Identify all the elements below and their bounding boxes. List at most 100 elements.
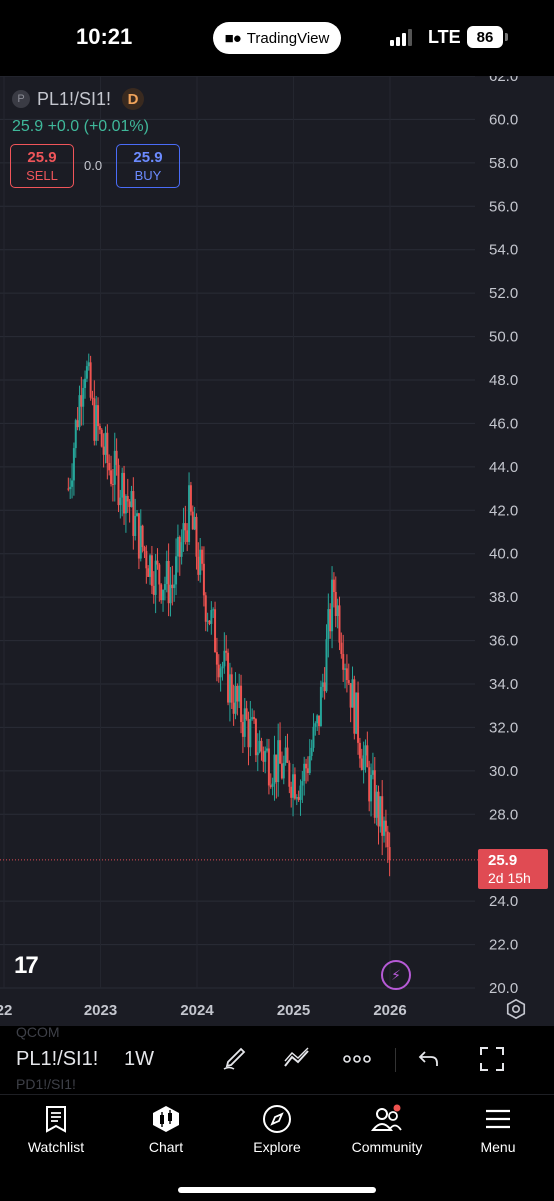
candle-body: [241, 722, 244, 737]
last-price: 25.9: [488, 852, 518, 869]
chart-toolbar: QCOM PL1!/SI1! 1W PD1!/SI1!: [0, 1024, 554, 1094]
menu-icon: [448, 1103, 548, 1135]
candle-body: [134, 515, 137, 536]
candle-body: [386, 831, 389, 848]
quote-line: 25.9 +0.0 (+0.01%): [12, 118, 149, 135]
tradingview-pill-label: TradingView: [246, 29, 330, 47]
y-tick-label: 60.0: [489, 111, 518, 128]
lightning-icon[interactable]: ⚡: [381, 960, 411, 990]
candle-body: [104, 432, 107, 455]
tab-watchlist[interactable]: Watchlist: [6, 1103, 106, 1155]
candle-body: [202, 563, 205, 596]
symbol-header[interactable]: P PL1!/SI1! D: [12, 88, 145, 110]
tab-label: Chart: [148, 1139, 184, 1155]
candle-body: [318, 715, 321, 727]
ghost-symbol-below: PD1!/SI1!: [16, 1076, 76, 1092]
candle-body: [269, 785, 272, 787]
toolbar-symbol[interactable]: PL1!/SI1!: [16, 1048, 99, 1070]
y-tick-label: 50.0: [489, 329, 518, 346]
candle-body: [264, 750, 267, 762]
fullscreen-icon[interactable]: [477, 1044, 507, 1074]
y-tick-label: 44.0: [489, 459, 518, 476]
chart-icon: [116, 1103, 216, 1135]
candle-body: [84, 378, 87, 388]
tab-chart[interactable]: Chart: [116, 1103, 216, 1155]
tradingview-watermark: 17: [14, 952, 39, 979]
indicators-icon[interactable]: [282, 1044, 312, 1074]
candle-body: [267, 748, 270, 786]
candle-body: [377, 791, 380, 827]
watchlist-icon: [6, 1103, 106, 1135]
candle-body: [100, 429, 103, 447]
last-price-tag: 25.9 2d 15h: [478, 849, 548, 889]
candle-body: [169, 584, 172, 604]
candle-body: [299, 785, 302, 800]
candle-body: [277, 740, 280, 783]
candle-body: [371, 770, 374, 775]
candle-body: [152, 585, 155, 595]
chart-area[interactable]: 62.0 60.0 58.0 56.0 54.0 52.0 50.0 48.0 46.0 44.0…: [0, 76, 554, 1026]
candle-body: [210, 610, 213, 624]
home-indicator: [178, 1187, 376, 1193]
candle-body: [124, 495, 127, 514]
buy-button[interactable]: 25.9 BUY: [116, 144, 180, 188]
undo-icon[interactable]: [414, 1044, 444, 1074]
candle-body: [384, 820, 387, 832]
status-time: 10:21: [76, 24, 133, 49]
drawing-brush-icon[interactable]: [219, 1044, 249, 1074]
settings-hexagon-icon[interactable]: [505, 998, 527, 1020]
more-dots-icon[interactable]: [342, 1044, 372, 1074]
candle-body: [388, 847, 391, 860]
candle-body: [98, 426, 101, 430]
tab-community[interactable]: Community: [337, 1103, 437, 1155]
candle-body: [303, 763, 306, 782]
candle-body: [219, 668, 222, 678]
candle-body: [97, 405, 100, 427]
candle-body: [173, 584, 176, 589]
candle-body: [351, 679, 354, 708]
toolbar-separator: [395, 1048, 396, 1072]
candle-body: [137, 513, 140, 559]
tab-menu[interactable]: Menu: [448, 1103, 548, 1155]
tradingview-logo-icon: ■●: [224, 29, 242, 47]
exchange-badge: P: [12, 90, 30, 108]
candle-body: [149, 555, 152, 577]
tab-label: Community: [351, 1139, 423, 1155]
tab-explore[interactable]: Explore: [227, 1103, 327, 1155]
tradingview-pill[interactable]: ■● TradingView: [213, 22, 341, 54]
candle-body: [236, 685, 239, 702]
candle-body: [221, 666, 224, 669]
candle-body: [310, 747, 313, 757]
candle-body: [76, 420, 79, 428]
candle-body: [347, 680, 350, 684]
toolbar-interval[interactable]: 1W: [124, 1048, 154, 1070]
candle-body: [366, 745, 369, 768]
sell-button[interactable]: 25.9 SELL: [10, 144, 74, 188]
candle-body: [186, 530, 189, 542]
candle-body: [121, 472, 124, 498]
candle-body: [381, 796, 384, 836]
candlestick-chart[interactable]: 62.0 60.0 58.0 56.0 54.0 52.0 50.0 48.0 46.0 44.0…: [0, 76, 554, 1026]
candle-body: [162, 589, 165, 601]
candle-body: [82, 387, 85, 407]
candle-body: [358, 742, 361, 759]
candle-body: [223, 650, 226, 667]
candle-body: [321, 682, 324, 687]
candle-body: [282, 762, 285, 779]
candle-body: [319, 686, 322, 727]
candle-body: [271, 783, 274, 787]
battery-tip: [505, 33, 508, 41]
candle-body: [232, 702, 235, 714]
candle-body: [139, 525, 142, 559]
symbol-name[interactable]: PL1!/SI1!: [37, 88, 112, 109]
candle-body: [262, 751, 265, 762]
candle-body: [91, 397, 94, 399]
y-tick-label: 52.0: [489, 285, 518, 302]
candle-body: [331, 579, 334, 632]
candle-body: [111, 483, 114, 485]
candle-body: [188, 485, 191, 542]
candle-body: [167, 560, 170, 604]
candle-body: [306, 768, 309, 773]
candle-body: [301, 781, 304, 786]
candle-body: [69, 486, 72, 490]
